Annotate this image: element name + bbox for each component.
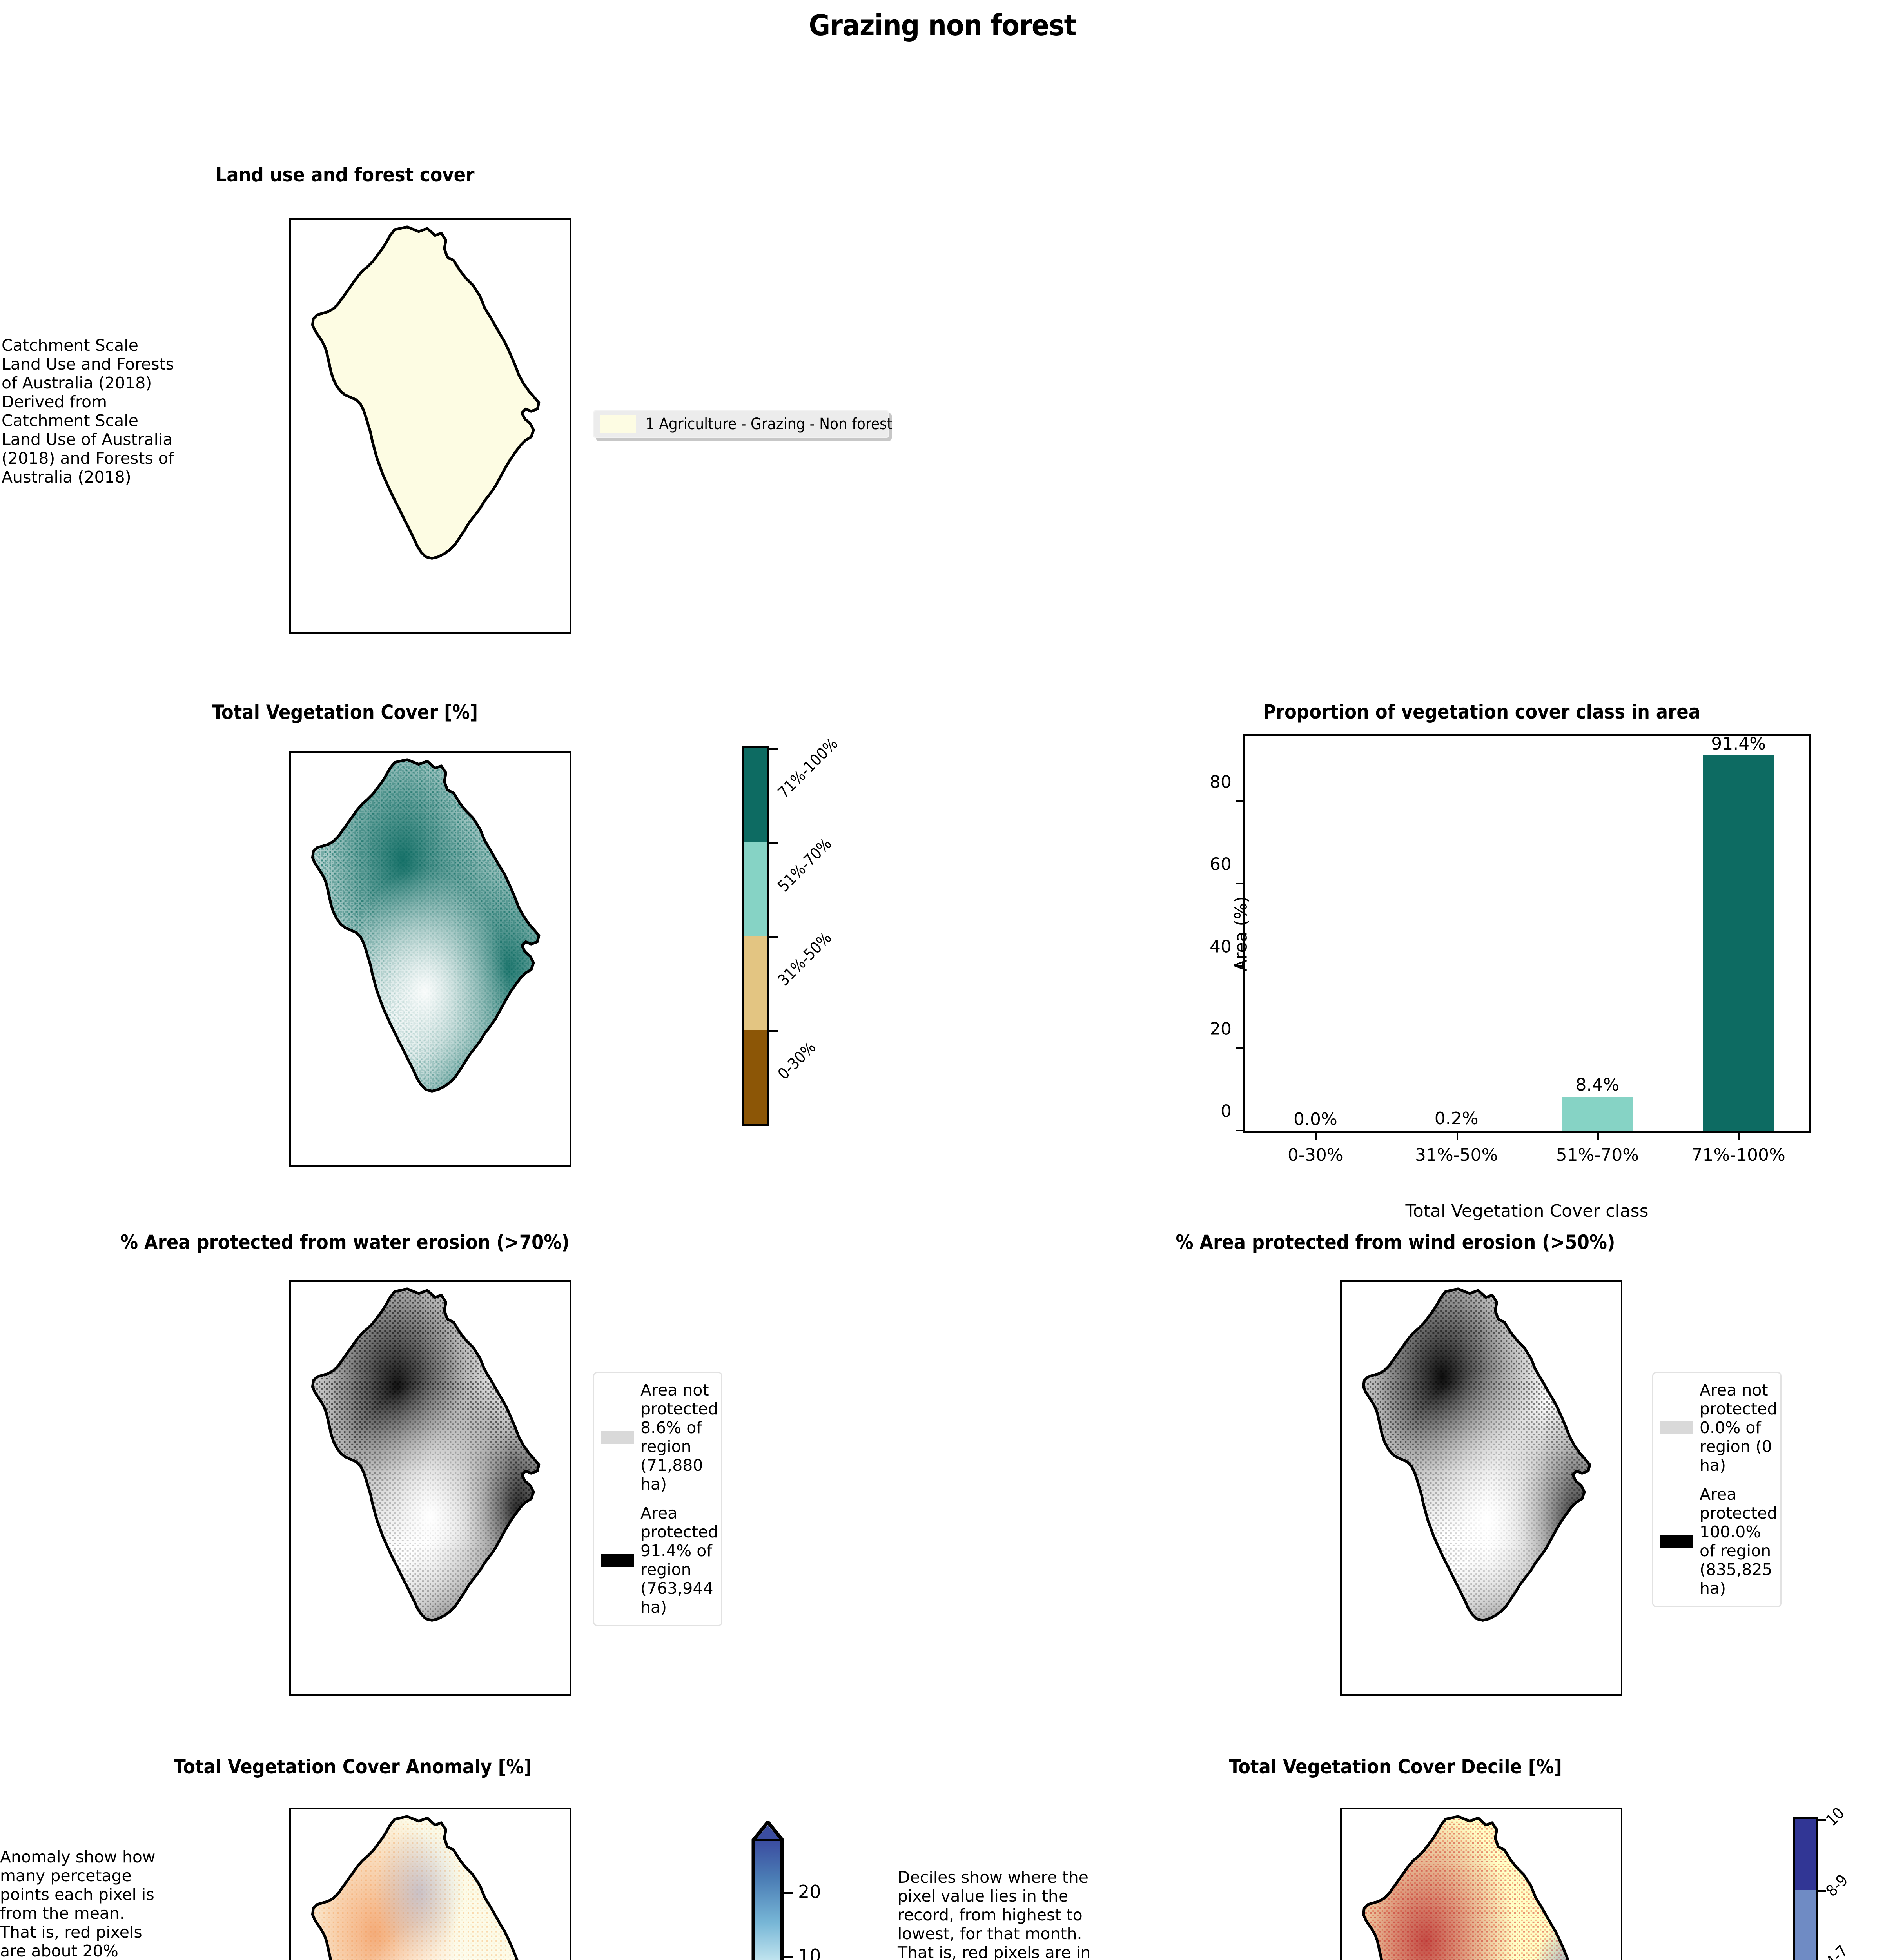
legend-swatch-not-protected: [601, 1431, 634, 1444]
water-erosion-map-shape: [311, 1287, 541, 1622]
tvc-map: [289, 751, 571, 1167]
water-erosion-legend-row-protected: Area protected 91.4% of region (763,944 …: [601, 1503, 718, 1617]
bar-chart-ytick-3: 60: [1210, 854, 1232, 875]
decile-map-shape: [1362, 1815, 1590, 1960]
anomaly-tick-20: [782, 1892, 793, 1894]
wind-erosion-map: [1340, 1280, 1622, 1696]
bar-chart-y-axis-title: Area (%): [1231, 896, 1251, 971]
wind-erosion-legend-row-not-protected: Area not protected 0.0% of region (0 ha): [1660, 1381, 1778, 1475]
anomaly-note: Anomaly show how many percetage points e…: [0, 1847, 156, 1960]
tvc-colorbar-label-0: 71%-100%: [774, 735, 842, 802]
anomaly-tick-label-0: 20: [798, 1881, 821, 1902]
decile-panel-title: Total Vegetation Cover Decile [%]: [1229, 1755, 1562, 1778]
tvc-colorbar: 71%-100% 51%-70% 31%-50% 0-30%: [742, 735, 842, 1126]
tvc-map-shape: [311, 758, 541, 1093]
anomaly-colorbar: 20 10 0 −10 −20: [751, 1821, 821, 1960]
tvc-colorbar-seg-2: [744, 936, 767, 1030]
land-use-map: [289, 218, 571, 634]
water-erosion-protected-text: Area protected 91.4% of region (763,944 …: [640, 1503, 718, 1617]
bar-chart-ytick-4: 80: [1210, 772, 1232, 792]
bar-chart-xtick-2: 51%-70%: [1556, 1145, 1639, 1165]
anomaly-colorbar-gradient: [753, 1839, 782, 1960]
bar-3: [1703, 755, 1774, 1131]
land-use-legend-label: 1 Agriculture - Grazing - Non forest: [646, 415, 893, 433]
water-erosion-map: [289, 1280, 571, 1696]
bar-chart-xtick-0: 0-30%: [1288, 1145, 1343, 1165]
legend-swatch-not-protected: [1660, 1421, 1693, 1435]
wind-erosion-legend: Area not protected 0.0% of region (0 ha)…: [1652, 1372, 1782, 1607]
land-use-map-shape: [311, 225, 541, 560]
anomaly-colorbar-outline: [751, 1821, 784, 1960]
anomaly-panel-title: Total Vegetation Cover Anomaly [%]: [174, 1755, 532, 1778]
bar-chart-xtick-1: 31%-50%: [1415, 1145, 1498, 1165]
vegetation-cover-bar-chart: Proportion of vegetation cover class in …: [1152, 701, 1811, 1221]
bar-chart-plot-area: 0 20 40 60 80 0.0% 0.2% 8.4% 91.4% 0-30%…: [1210, 734, 1811, 1165]
wind-erosion-panel-title: % Area protected from wind erosion (>50%…: [1176, 1231, 1615, 1254]
anomaly-map-shape: [311, 1815, 539, 1960]
bar-chart-xtick-3: 71%-100%: [1691, 1145, 1785, 1165]
decile-colorbar-label-4-7: 4-7: [1822, 1942, 1852, 1960]
land-use-legend-swatch: [600, 415, 636, 433]
bar-chart-x-axis-title: Total Vegetation Cover class: [1405, 1201, 1649, 1221]
water-erosion-legend: Area not protected 8.6% of region (71,88…: [593, 1372, 722, 1626]
decile-map: [1340, 1808, 1622, 1960]
land-use-panel-title: Land use and forest cover: [215, 163, 475, 186]
bar-value-2: 8.4%: [1575, 1075, 1620, 1095]
tvc-colorbar-seg-3: [744, 1030, 767, 1124]
wind-erosion-protected-text: Area protected 100.0% of region (835,825…: [1700, 1485, 1778, 1598]
bar-chart-ytick-1: 20: [1210, 1019, 1232, 1039]
water-erosion-panel-title: % Area protected from water erosion (>70…: [120, 1231, 570, 1254]
tvc-colorbar-seg-1: [744, 842, 767, 936]
tvc-panel-title: Total Vegetation Cover [%]: [212, 701, 478, 724]
decile-colorbar: 10 8-9 4-7 2-3 1: [1793, 1804, 1852, 1960]
bar-chart-title: Proportion of vegetation cover class in …: [1263, 701, 1701, 723]
anomaly-tick-label-1: 10: [798, 1945, 821, 1960]
tvc-colorbar-seg-0: [744, 748, 767, 842]
tvc-colorbar-label-1: 51%-70%: [774, 835, 835, 896]
legend-swatch-protected: [601, 1554, 634, 1567]
tvc-colorbar-label-3: 0-30%: [774, 1038, 820, 1083]
decile-note: Deciles show where the pixel value lies …: [898, 1868, 1091, 1960]
bar-value-3: 91.4%: [1711, 734, 1766, 754]
land-use-source-note: Catchment Scale Land Use and Forests of …: [2, 336, 174, 486]
bar-chart-ytick-2: 40: [1210, 936, 1232, 957]
page-title: Grazing non forest: [809, 9, 1076, 42]
wind-erosion-legend-row-protected: Area protected 100.0% of region (835,825…: [1660, 1485, 1778, 1598]
decile-colorbar-seg-10: [1795, 1819, 1816, 1890]
water-erosion-legend-row-not-protected: Area not protected 8.6% of region (71,88…: [601, 1381, 718, 1494]
anomaly-map: [289, 1808, 571, 1960]
water-erosion-not-protected-text: Area not protected 8.6% of region (71,88…: [640, 1381, 718, 1494]
bar-value-0: 0.0%: [1293, 1109, 1337, 1129]
bar-value-1: 0.2%: [1434, 1108, 1479, 1129]
decile-colorbar-seg-8-9: [1795, 1890, 1816, 1960]
land-use-legend: 1 Agriculture - Grazing - Non forest: [593, 410, 893, 438]
wind-erosion-not-protected-text: Area not protected 0.0% of region (0 ha): [1700, 1381, 1778, 1475]
tvc-colorbar-label-2: 31%-50%: [774, 929, 835, 990]
wind-erosion-map-shape: [1362, 1287, 1591, 1622]
bar-2: [1562, 1096, 1633, 1131]
legend-swatch-protected: [1660, 1535, 1693, 1548]
decile-colorbar-label-8-9: 8-9: [1822, 1871, 1852, 1900]
anomaly-tick-10: [782, 1956, 793, 1958]
bar-chart-ytick-0: 0: [1221, 1101, 1232, 1122]
decile-colorbar-label-10: 10: [1822, 1804, 1848, 1830]
